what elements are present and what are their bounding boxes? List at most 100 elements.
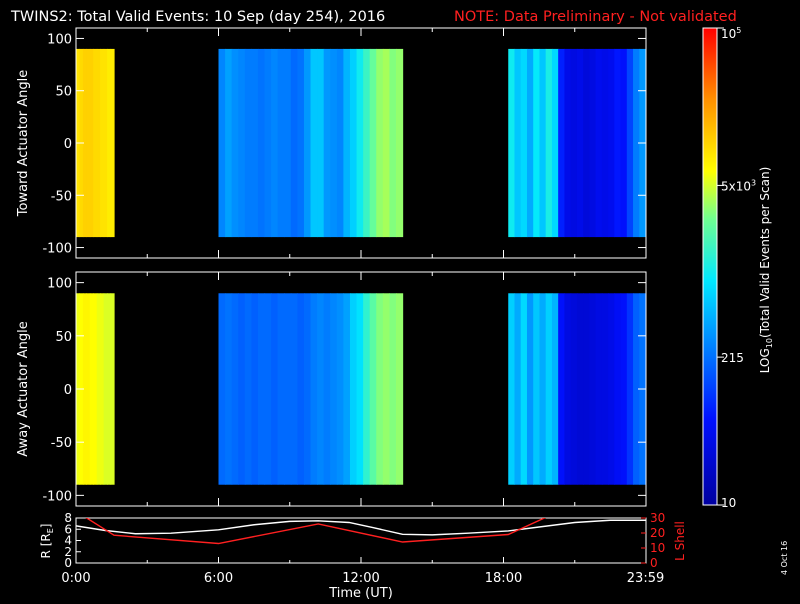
- heatmap-column: [508, 48, 516, 238]
- heatmap-column: [96, 293, 101, 485]
- heatmap-column: [533, 293, 541, 485]
- r-tick-label: 6: [64, 522, 72, 536]
- heatmap-column: [100, 48, 105, 238]
- heatmap-column: [558, 48, 566, 238]
- r-tick-label: 0: [64, 556, 72, 570]
- heatmap-column: [284, 48, 292, 238]
- heatmap-column: [310, 48, 318, 238]
- heatmap-column: [395, 293, 404, 485]
- heatmap-column: [589, 48, 597, 238]
- heatmap-column: [86, 48, 91, 238]
- r-tick-label: 2: [64, 545, 72, 559]
- heatmap-column: [336, 48, 344, 238]
- heatmap-column: [363, 48, 371, 238]
- radius-line: [76, 519, 646, 536]
- heatmap-column: [264, 48, 272, 238]
- heatmap-column: [626, 293, 634, 485]
- toward-y-axis: 100 50 0 -50 -100: [42, 28, 647, 258]
- heatmap-column: [264, 293, 272, 485]
- heatmap-column: [218, 293, 226, 485]
- y-tick-label: -100: [42, 489, 72, 504]
- heatmap-column: [633, 48, 640, 238]
- heatmap-column: [614, 48, 622, 238]
- heatmap-column: [271, 48, 279, 238]
- heatmap-column: [82, 48, 87, 238]
- heatmap-column: [290, 48, 298, 238]
- heatmap-column: [100, 293, 105, 485]
- heatmap-column: [89, 293, 94, 485]
- y-tick-label: 0: [64, 383, 72, 398]
- heatmap-column: [369, 48, 377, 238]
- colorbar-tick-label: 215: [721, 351, 744, 365]
- toward-heatmap: [76, 48, 647, 238]
- heatmap-column: [376, 293, 384, 485]
- heatmap-column: [382, 48, 391, 238]
- heatmap-column: [514, 48, 522, 238]
- r-tick-label: 8: [64, 511, 72, 525]
- heatmap-column: [231, 293, 239, 485]
- heatmap-column: [539, 293, 547, 485]
- time-axis: 0:00 6:00 12:00 18:00 23:59: [61, 557, 664, 586]
- heatmap-column: [601, 48, 609, 238]
- toward-panel: 100 50 0 -50 -100 Toward Actuator Angle: [16, 27, 647, 259]
- l-shell-tick-label: 10: [650, 541, 665, 555]
- heatmap-column: [277, 48, 285, 238]
- heatmap-column: [520, 48, 528, 238]
- heatmap-column: [284, 293, 292, 485]
- heatmap-column: [608, 293, 615, 485]
- heatmap-column: [595, 293, 603, 485]
- colorbar-ticks: 10 215 5x103 105: [717, 26, 756, 510]
- heatmap-column: [336, 293, 344, 485]
- l-shell-tick-label: 0: [650, 556, 658, 570]
- heatmap-column: [508, 293, 516, 485]
- heatmap-column: [251, 293, 259, 485]
- heatmap-column: [257, 293, 266, 485]
- heatmap-column: [614, 293, 622, 485]
- heatmap-column: [533, 48, 541, 238]
- heatmap-column: [82, 293, 87, 485]
- away-panel: 100 50 0 -50 -100 Away Actuator Angle: [16, 271, 647, 507]
- heatmap-column: [595, 48, 603, 238]
- heatmap-column: [558, 293, 566, 485]
- colorbar-gradient: [702, 27, 718, 506]
- heatmap-column: [545, 293, 553, 485]
- l-shell-line: [85, 518, 547, 545]
- colorbar-label: LOG10(Total Valid Events per Scan): [758, 167, 774, 374]
- heatmap-column: [608, 48, 615, 238]
- generation-date: 4 Oct 16: [780, 541, 789, 575]
- heatmap-column: [231, 48, 239, 238]
- heatmap-column: [389, 293, 397, 485]
- y-tick-label: 0: [64, 137, 72, 152]
- y-tick-label: -100: [42, 242, 72, 257]
- heatmap-column: [583, 293, 590, 485]
- heatmap-column: [356, 48, 364, 238]
- heatmap-column: [96, 48, 101, 238]
- heatmap-column: [303, 293, 312, 485]
- heatmap-column: [369, 293, 377, 485]
- heatmap-column: [103, 293, 108, 485]
- heatmap-column: [349, 48, 358, 238]
- orbit-left-axis-label: R [RE]: [39, 524, 55, 559]
- y-tick-label: -50: [51, 189, 72, 204]
- heatmap-column: [257, 48, 266, 238]
- heatmap-column: [238, 48, 246, 238]
- heatmap-column: [86, 293, 91, 485]
- heatmap-column: [589, 293, 597, 485]
- heatmap-column: [103, 48, 108, 238]
- time-tick-label: 0:00: [61, 571, 90, 586]
- heatmap-column: [349, 293, 358, 485]
- l-shell-tick-label: 30: [650, 511, 665, 525]
- orbit-lines: [76, 518, 646, 545]
- y-tick-label: 100: [47, 277, 72, 292]
- colorbar-tick-label: 105: [721, 26, 741, 41]
- heatmap-column: [551, 48, 559, 238]
- heatmap-column: [290, 293, 298, 485]
- heatmap-column: [310, 293, 318, 485]
- y-tick-label: 100: [47, 32, 72, 47]
- l-shell-tick-label: 20: [650, 526, 665, 540]
- toward-y-axis-label: Toward Actuator Angle: [16, 70, 31, 217]
- away-y-axis-label: Away Actuator Angle: [16, 321, 31, 456]
- heatmap-column: [244, 48, 252, 238]
